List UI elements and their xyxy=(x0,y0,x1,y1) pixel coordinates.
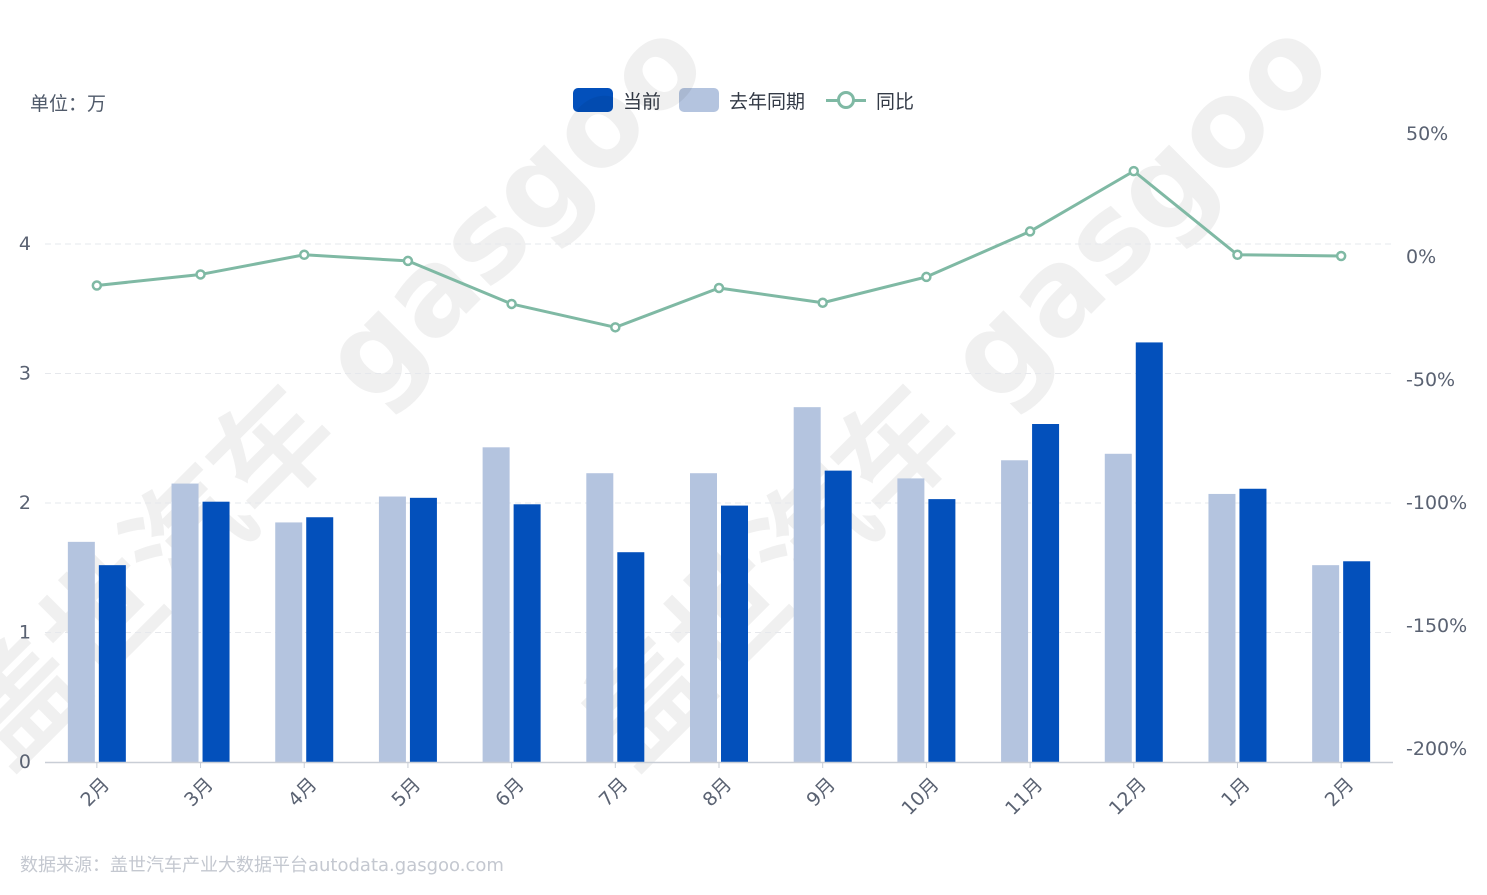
bar-last-year xyxy=(1104,453,1132,762)
left-axis-tick-label: 0 xyxy=(19,751,31,773)
bar-current xyxy=(1032,424,1060,762)
legend-label-yoy: 同比 xyxy=(876,90,915,113)
bar-current xyxy=(824,470,852,762)
axes: 0 1 2 3 4 50% 0% -50% -100% -150% -200% 2月 3月 4月 5月 6月 7… xyxy=(19,123,1467,820)
x-tick-label: 2月 xyxy=(1321,774,1359,812)
bar-current xyxy=(98,565,126,762)
yoy-point xyxy=(1335,250,1347,262)
yoy-point xyxy=(817,297,828,308)
yoy-point xyxy=(91,280,103,291)
left-axis-tick-label: 4 xyxy=(19,233,31,255)
bar-last-year xyxy=(378,496,406,762)
bar-current xyxy=(1239,488,1267,762)
bar-current xyxy=(928,499,956,762)
yoy-point xyxy=(506,298,517,310)
right-axis-tick-label: -200% xyxy=(1406,738,1467,760)
right-axis-tick-label: 50% xyxy=(1406,123,1448,145)
yoy-point xyxy=(1128,165,1140,177)
bar-last-year xyxy=(586,473,614,762)
bar-last-year xyxy=(690,473,717,762)
bar-current xyxy=(1135,342,1163,762)
right-axis-tick-label: 0% xyxy=(1406,246,1436,268)
legend-item-last-year[interactable]: 去年同期 xyxy=(679,86,805,114)
bar-last-year xyxy=(1312,565,1340,762)
bar-last-year xyxy=(1001,460,1029,762)
yoy-point xyxy=(195,269,206,280)
grid xyxy=(45,243,1393,633)
yoy-point xyxy=(1232,249,1243,261)
x-tick-label: 2月 xyxy=(76,774,114,812)
bar-last-year xyxy=(171,483,199,762)
legend-swatch-last-year xyxy=(679,88,719,112)
x-tick-label: 3月 xyxy=(180,774,218,812)
source-note: 数据来源：盖世汽车产业大数据平台autodata.gasgoo.com xyxy=(20,855,504,876)
legend: 当前 去年同期 同比 xyxy=(0,86,1487,114)
right-axis-tick-label: -50% xyxy=(1406,369,1455,391)
yoy-point xyxy=(402,255,414,267)
bar-last-year xyxy=(67,541,95,762)
x-tick-label: 8月 xyxy=(699,774,737,812)
left-axis-tick-label: 2 xyxy=(19,492,31,514)
bar-last-year xyxy=(897,478,925,762)
yoy-point xyxy=(713,282,725,294)
bar-last-year xyxy=(482,447,510,762)
x-tick-label: 10月 xyxy=(897,774,943,820)
right-axis-tick-label: -150% xyxy=(1406,615,1467,637)
legend-item-yoy[interactable]: 同比 xyxy=(826,86,914,114)
x-tick-label: 1月 xyxy=(1217,774,1255,812)
left-axis-tick-label: 3 xyxy=(19,363,31,385)
x-tick-label: 9月 xyxy=(802,774,840,812)
bar-last-year xyxy=(1208,493,1236,762)
left-axis-tick-label: 1 xyxy=(19,622,31,644)
yoy-point xyxy=(298,249,310,261)
bar-last-year xyxy=(793,407,821,762)
bar-current xyxy=(202,501,230,762)
legend-swatch-yoy xyxy=(826,88,866,112)
bar-current xyxy=(617,552,645,762)
right-axis-tick-label: -100% xyxy=(1406,492,1467,514)
bar-current xyxy=(513,504,541,762)
bar-current xyxy=(409,497,437,762)
legend-label-last-year: 去年同期 xyxy=(729,90,806,113)
bar-current xyxy=(306,517,334,762)
yoy-line xyxy=(91,165,1347,333)
yoy-point xyxy=(921,271,932,283)
legend-label-current: 当前 xyxy=(623,90,662,113)
x-tick-label: 11月 xyxy=(1001,774,1047,820)
x-tick-label: 6月 xyxy=(491,774,529,812)
x-tick-label: 5月 xyxy=(388,774,426,812)
bar-last-year xyxy=(275,522,303,762)
yoy-point xyxy=(610,322,621,333)
x-tick-label: 12月 xyxy=(1105,774,1151,820)
legend-item-current[interactable]: 当前 xyxy=(573,86,661,114)
x-tick-label: 7月 xyxy=(595,774,633,812)
unit-label: 单位：万 xyxy=(30,93,107,115)
x-tick-label: 4月 xyxy=(284,774,322,812)
bar-current xyxy=(721,505,748,762)
yoy-point xyxy=(1024,226,1036,237)
bar-current xyxy=(1343,561,1371,762)
legend-swatch-current xyxy=(573,88,613,112)
bars xyxy=(67,342,1371,762)
